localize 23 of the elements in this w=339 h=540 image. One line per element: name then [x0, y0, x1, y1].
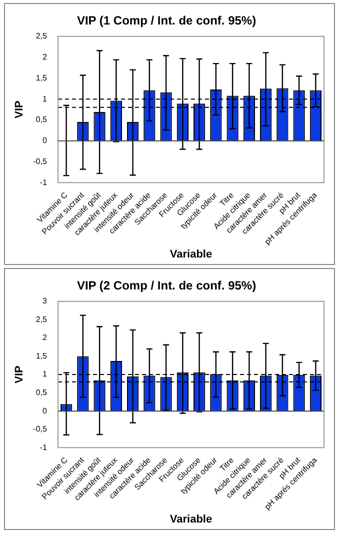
y-tick-label: 1	[42, 370, 48, 379]
y-tick-label: 2,5	[36, 32, 48, 41]
chart-title: VIP (1 Comp / Int. de conf. 95%)	[76, 14, 256, 28]
y-tick-label: 1	[42, 94, 48, 104]
y-tick-label: -1	[40, 178, 48, 187]
y-tick-label: 2	[42, 52, 48, 62]
y-tick-label: 0	[42, 136, 48, 146]
y-tick-label: 2,5	[36, 314, 48, 324]
y-tick-label: 0	[42, 406, 48, 416]
y-tick-label: 0,5	[36, 388, 48, 398]
y-axis-title: VIP	[14, 366, 26, 384]
y-tick-label: 2	[42, 333, 48, 342]
y-tick-label: 0,5	[36, 115, 48, 124]
y-tick-label: -1	[40, 442, 48, 452]
x-axis-title: Variable	[170, 248, 212, 260]
y-tick-label: -0,5	[33, 424, 48, 434]
x-axis-title: Variable	[170, 513, 212, 526]
y-tick-label: 1,5	[36, 73, 48, 82]
y-tick-label: -0,5	[33, 156, 48, 166]
y-tick-label: 1,5	[36, 351, 48, 360]
y-tick-label: 3	[42, 296, 48, 306]
y-axis-title: VIP	[14, 100, 26, 118]
chart-title: VIP (2 Comp / Int. de conf. 95%)	[76, 278, 256, 293]
